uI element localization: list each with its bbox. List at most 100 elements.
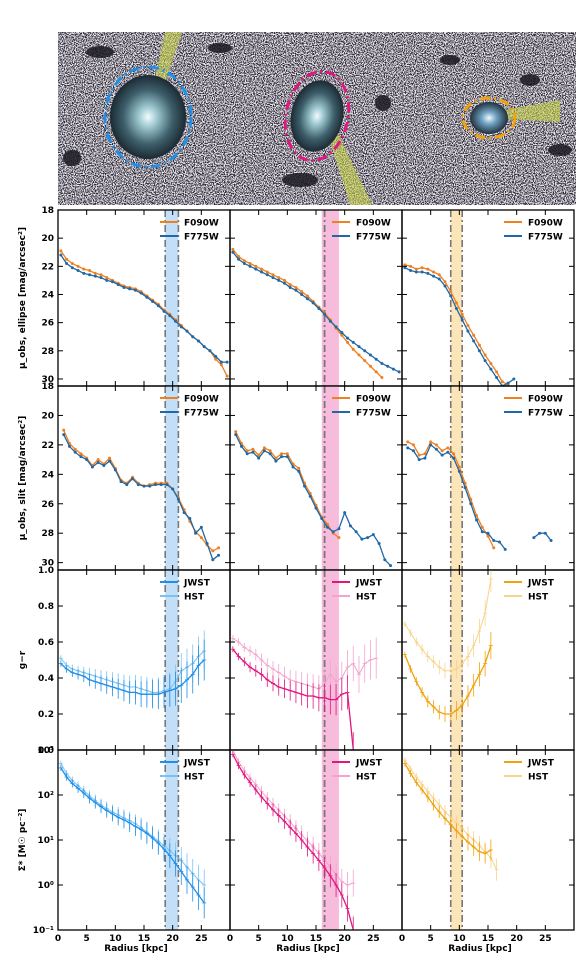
shaded-band <box>450 210 463 386</box>
data-point <box>128 287 132 291</box>
legend-label: JWST <box>527 579 555 589</box>
x-tick-label: 5 <box>256 934 262 944</box>
y-axis-label-ellipse: μ_obs, ellipse [mag/arcsec²] <box>18 227 28 369</box>
series-F775W <box>59 253 229 364</box>
panel-color-col1: 0.0 0.2 0.4 0.6 0.8 1.0 JWST HST <box>38 566 231 756</box>
legend-label: F775W <box>184 409 219 419</box>
legend: F090W F775W <box>504 395 563 419</box>
series-F775W <box>62 433 221 562</box>
data-point <box>237 257 241 261</box>
data-point <box>76 269 80 273</box>
legend-label: HST <box>356 773 377 783</box>
data-point <box>99 276 103 280</box>
data-point <box>346 336 350 340</box>
data-point <box>73 447 77 451</box>
data-point <box>328 319 332 323</box>
series-F775W <box>403 266 516 386</box>
dark-blobs <box>63 43 572 187</box>
legend-label: F775W <box>184 233 219 243</box>
legend-label: F775W <box>356 233 391 243</box>
legend: F090W F775W <box>332 219 391 243</box>
data-point <box>360 537 364 541</box>
data-point <box>108 456 112 460</box>
data-point <box>294 285 298 289</box>
shaded-band <box>321 210 339 386</box>
plot-area <box>62 386 221 570</box>
data-point <box>76 264 80 268</box>
data-point <box>480 530 484 534</box>
data-point <box>214 354 218 358</box>
panel-slit-col1: 18 20 22 24 26 28 30 F090W F775W <box>41 382 231 571</box>
series-line <box>60 250 228 377</box>
panel-ellipse-col3: F090W F775W <box>401 209 575 387</box>
data-point <box>549 539 553 543</box>
galaxy-3-aperture <box>461 96 517 140</box>
series-line <box>232 251 400 373</box>
data-point <box>145 295 149 299</box>
data-point <box>437 273 441 277</box>
data-point <box>159 483 163 487</box>
data-point <box>472 333 476 337</box>
series-line <box>60 254 228 363</box>
data-point <box>340 330 344 334</box>
data-point <box>443 284 447 288</box>
data-point <box>414 270 418 274</box>
plot-area <box>58 750 207 930</box>
x-tick-label: 25 <box>539 934 552 944</box>
data-point <box>374 370 378 374</box>
shaded-band <box>165 386 179 570</box>
data-point <box>171 487 175 491</box>
legend-label: HST <box>356 593 377 603</box>
data-point <box>142 484 146 488</box>
data-point <box>268 452 272 456</box>
data-point <box>411 449 415 453</box>
data-point <box>457 465 461 469</box>
x-tick-label: 25 <box>195 934 208 944</box>
series-JWST <box>402 760 493 864</box>
data-point <box>217 546 221 550</box>
data-point <box>440 453 444 457</box>
series-line <box>60 763 205 886</box>
data-point <box>383 558 387 562</box>
data-point <box>446 446 450 450</box>
data-point <box>237 254 241 258</box>
legend-label: F775W <box>528 409 563 419</box>
y-tick-label: 0.4 <box>38 674 54 684</box>
data-point <box>368 353 372 357</box>
legend-label: F090W <box>184 395 219 405</box>
data-point <box>248 264 252 268</box>
y-tick-label: 1.0 <box>38 566 54 576</box>
data-point <box>354 530 358 534</box>
series-HST <box>402 570 493 680</box>
data-point <box>119 480 123 484</box>
plot-area <box>230 750 356 930</box>
data-point <box>308 494 312 498</box>
x-tick-label: 0 <box>399 934 405 944</box>
data-point <box>65 257 69 261</box>
data-point <box>446 450 450 454</box>
y-tick-label: 18 <box>41 382 54 392</box>
series-line <box>60 659 205 695</box>
data-point <box>234 433 238 437</box>
data-point <box>251 450 255 454</box>
data-point <box>426 267 430 271</box>
data-point <box>260 267 264 271</box>
legend: JWST HST <box>332 579 383 603</box>
data-point <box>262 449 266 453</box>
panel-color-col3: JWST HST <box>401 569 575 751</box>
y-tick-label: 26 <box>41 319 54 329</box>
data-point <box>153 483 157 487</box>
x-axis-label: Radius [kpc] <box>104 944 167 954</box>
data-point <box>343 511 347 515</box>
data-point <box>409 264 413 268</box>
plot-area <box>234 386 393 570</box>
data-point <box>90 465 94 469</box>
panel-frame <box>229 749 403 931</box>
data-point <box>371 533 375 537</box>
data-point <box>102 463 106 467</box>
data-point <box>288 285 292 289</box>
y-tick-label: 0.6 <box>38 638 54 648</box>
data-point <box>477 343 481 347</box>
data-point <box>417 453 421 457</box>
data-point <box>503 547 507 551</box>
